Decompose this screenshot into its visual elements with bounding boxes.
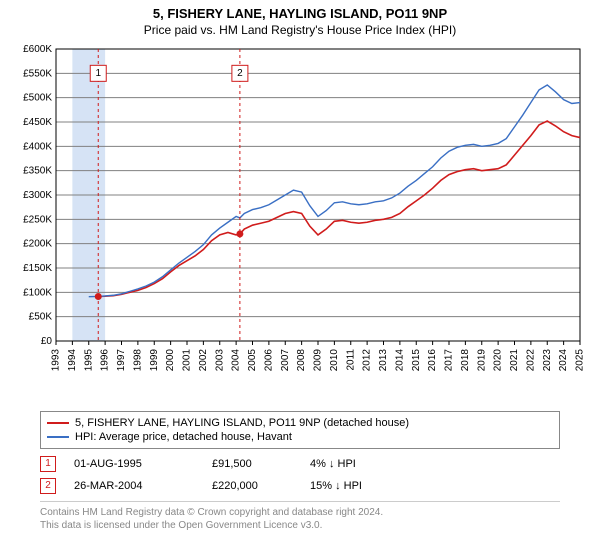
svg-text:2022: 2022 (525, 349, 536, 372)
svg-text:2012: 2012 (362, 349, 373, 372)
svg-text:1998: 1998 (132, 349, 143, 372)
transaction-date: 01-AUG-1995 (74, 458, 194, 470)
footer-line-2: This data is licensed under the Open Gov… (40, 519, 560, 532)
svg-text:2011: 2011 (345, 349, 356, 371)
svg-text:2006: 2006 (263, 349, 274, 372)
chart-plot-area: £0 £50K £100K £150K £200K £250K £300K £350K £400… (10, 41, 590, 401)
legend-label: 5, FISHERY LANE, HAYLING ISLAND, PO11 9N… (75, 417, 409, 429)
transaction-row: 1 01-AUG-1995 £91,500 4% ↓ HPI (40, 453, 560, 475)
transaction-price: £91,500 (212, 458, 292, 470)
svg-text:2015: 2015 (411, 349, 422, 372)
svg-text:£150K: £150K (23, 263, 52, 274)
legend-row: HPI: Average price, detached house, Hava… (47, 430, 553, 444)
svg-text:£200K: £200K (23, 239, 52, 250)
svg-text:2019: 2019 (476, 349, 487, 372)
svg-text:2008: 2008 (296, 349, 307, 372)
transaction-pct: 15% ↓ HPI (310, 480, 410, 492)
transaction-date: 26-MAR-2004 (74, 480, 194, 492)
svg-text:2025: 2025 (575, 349, 586, 372)
svg-text:1995: 1995 (83, 349, 94, 372)
svg-text:2002: 2002 (198, 349, 209, 372)
svg-text:2014: 2014 (394, 349, 405, 372)
svg-text:2001: 2001 (182, 349, 193, 372)
transactions-table: 1 01-AUG-1995 £91,500 4% ↓ HPI 2 26-MAR-2004 £… (40, 453, 560, 497)
svg-text:2003: 2003 (214, 349, 225, 372)
svg-text:2024: 2024 (558, 349, 569, 372)
transaction-pct: 4% ↓ HPI (310, 458, 410, 470)
transaction-marker: 2 (40, 478, 56, 494)
transaction-marker: 1 (40, 456, 56, 472)
legend-label: HPI: Average price, detached house, Hava… (75, 431, 292, 443)
transaction-row: 2 26-MAR-2004 £220,000 15% ↓ HPI (40, 475, 560, 497)
svg-text:£500K: £500K (23, 93, 52, 104)
svg-text:£400K: £400K (23, 141, 52, 152)
footer-line-1: Contains HM Land Registry data © Crown c… (40, 506, 560, 519)
svg-text:£450K: £450K (23, 117, 52, 128)
svg-text:2017: 2017 (444, 349, 455, 372)
svg-text:£250K: £250K (23, 214, 52, 225)
svg-text:1996: 1996 (100, 349, 111, 372)
svg-text:£100K: £100K (23, 287, 52, 298)
chart-subtitle: Price paid vs. HM Land Registry's House … (0, 21, 600, 41)
svg-text:2010: 2010 (329, 349, 340, 372)
svg-text:1: 1 (95, 68, 101, 79)
svg-text:2020: 2020 (493, 349, 504, 372)
svg-text:£50K: £50K (29, 312, 53, 323)
svg-text:2023: 2023 (542, 349, 553, 372)
svg-text:2018: 2018 (460, 349, 471, 372)
svg-text:2009: 2009 (313, 349, 324, 372)
transaction-price: £220,000 (212, 480, 292, 492)
svg-text:2007: 2007 (280, 349, 291, 372)
svg-text:£300K: £300K (23, 190, 52, 201)
chart-container: 5, FISHERY LANE, HAYLING ISLAND, PO11 9N… (0, 0, 600, 560)
svg-text:2000: 2000 (165, 349, 176, 372)
svg-text:1999: 1999 (149, 349, 160, 372)
legend-row: 5, FISHERY LANE, HAYLING ISLAND, PO11 9N… (47, 416, 553, 430)
svg-text:2016: 2016 (427, 349, 438, 372)
svg-text:£550K: £550K (23, 68, 52, 79)
svg-text:2: 2 (237, 68, 243, 79)
svg-text:2013: 2013 (378, 349, 389, 372)
chart-svg: £0 £50K £100K £150K £200K £250K £300K £350K £400… (10, 41, 590, 401)
legend-swatch (47, 436, 69, 438)
chart-title: 5, FISHERY LANE, HAYLING ISLAND, PO11 9N… (0, 0, 600, 21)
svg-text:2021: 2021 (509, 349, 520, 372)
legend-box: 5, FISHERY LANE, HAYLING ISLAND, PO11 9N… (40, 411, 560, 449)
legend-swatch (47, 422, 69, 424)
svg-text:2004: 2004 (231, 349, 242, 372)
svg-text:1994: 1994 (67, 349, 78, 372)
svg-text:1997: 1997 (116, 349, 127, 372)
svg-text:£350K: £350K (23, 166, 52, 177)
svg-text:£0: £0 (41, 336, 53, 347)
svg-text:1993: 1993 (51, 349, 62, 372)
svg-text:2005: 2005 (247, 349, 258, 372)
footer-text: Contains HM Land Registry data © Crown c… (40, 501, 560, 532)
svg-text:£600K: £600K (23, 44, 52, 55)
